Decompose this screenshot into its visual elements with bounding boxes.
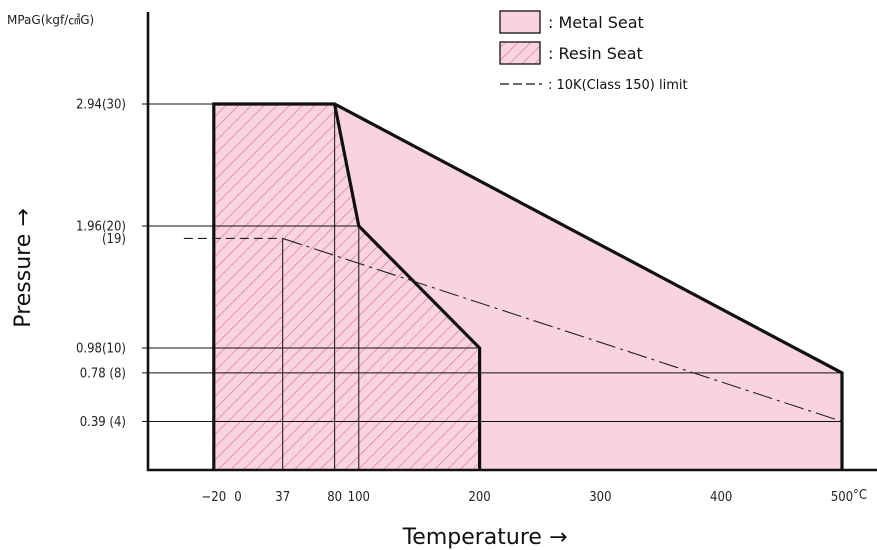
x-tick-labels: −20 0 37 80 100 200 300 400 500 xyxy=(201,490,853,505)
x-axis-title: Temperature → xyxy=(402,525,568,550)
axes xyxy=(146,12,877,472)
series-outline-resin-seat xyxy=(333,103,482,470)
x-tick-label: 0 xyxy=(234,490,241,505)
x-tick-label: 200 xyxy=(468,490,490,505)
plot-area xyxy=(213,104,843,470)
legend-label-metal-seat: : Metal Seat xyxy=(548,13,644,32)
y-tick-label: (19) xyxy=(102,232,126,247)
x-tick-label: 37 xyxy=(275,490,290,505)
legend-label-resin-seat: : Resin Seat xyxy=(548,44,643,63)
legend: : Metal Seat : Resin Seat : 10K(Class 15… xyxy=(499,10,688,93)
y-tick-labels: 2.94(30) 1.96(20)(19) 0.98(10) 0.78 (8) 0.39… xyxy=(76,98,148,430)
x-tick-label: 300 xyxy=(589,490,611,505)
y-tick-label: 2.94(30) xyxy=(76,98,126,113)
legend-swatch-metal-seat xyxy=(499,10,541,34)
y-tick-label: 0.39 (4) xyxy=(80,415,126,430)
x-tick-label: 500 xyxy=(831,490,853,505)
series-area-resin-seat xyxy=(213,104,480,470)
y-unit-label: MPaG(kgf/㎠G) xyxy=(7,13,94,27)
x-tick-label: 100 xyxy=(348,490,370,505)
y-tick-label: 1.96(20) xyxy=(76,220,126,235)
legend-swatch-resin-seat xyxy=(499,41,541,65)
series-layer xyxy=(183,102,844,470)
x-tick-label: 80 xyxy=(327,490,342,505)
x-unit-label: °C xyxy=(853,488,867,503)
y-axis-title: Pressure → xyxy=(11,208,36,327)
x-tick-label: −20 xyxy=(201,490,226,505)
y-tick-label: 0.78 (8) xyxy=(80,366,126,381)
reference-lines xyxy=(148,103,842,470)
legend-label-limit-line: : 10K(Class 150) limit xyxy=(548,78,688,93)
y-tick-label: 0.98(10) xyxy=(76,342,126,357)
x-tick-label: 400 xyxy=(710,490,732,505)
